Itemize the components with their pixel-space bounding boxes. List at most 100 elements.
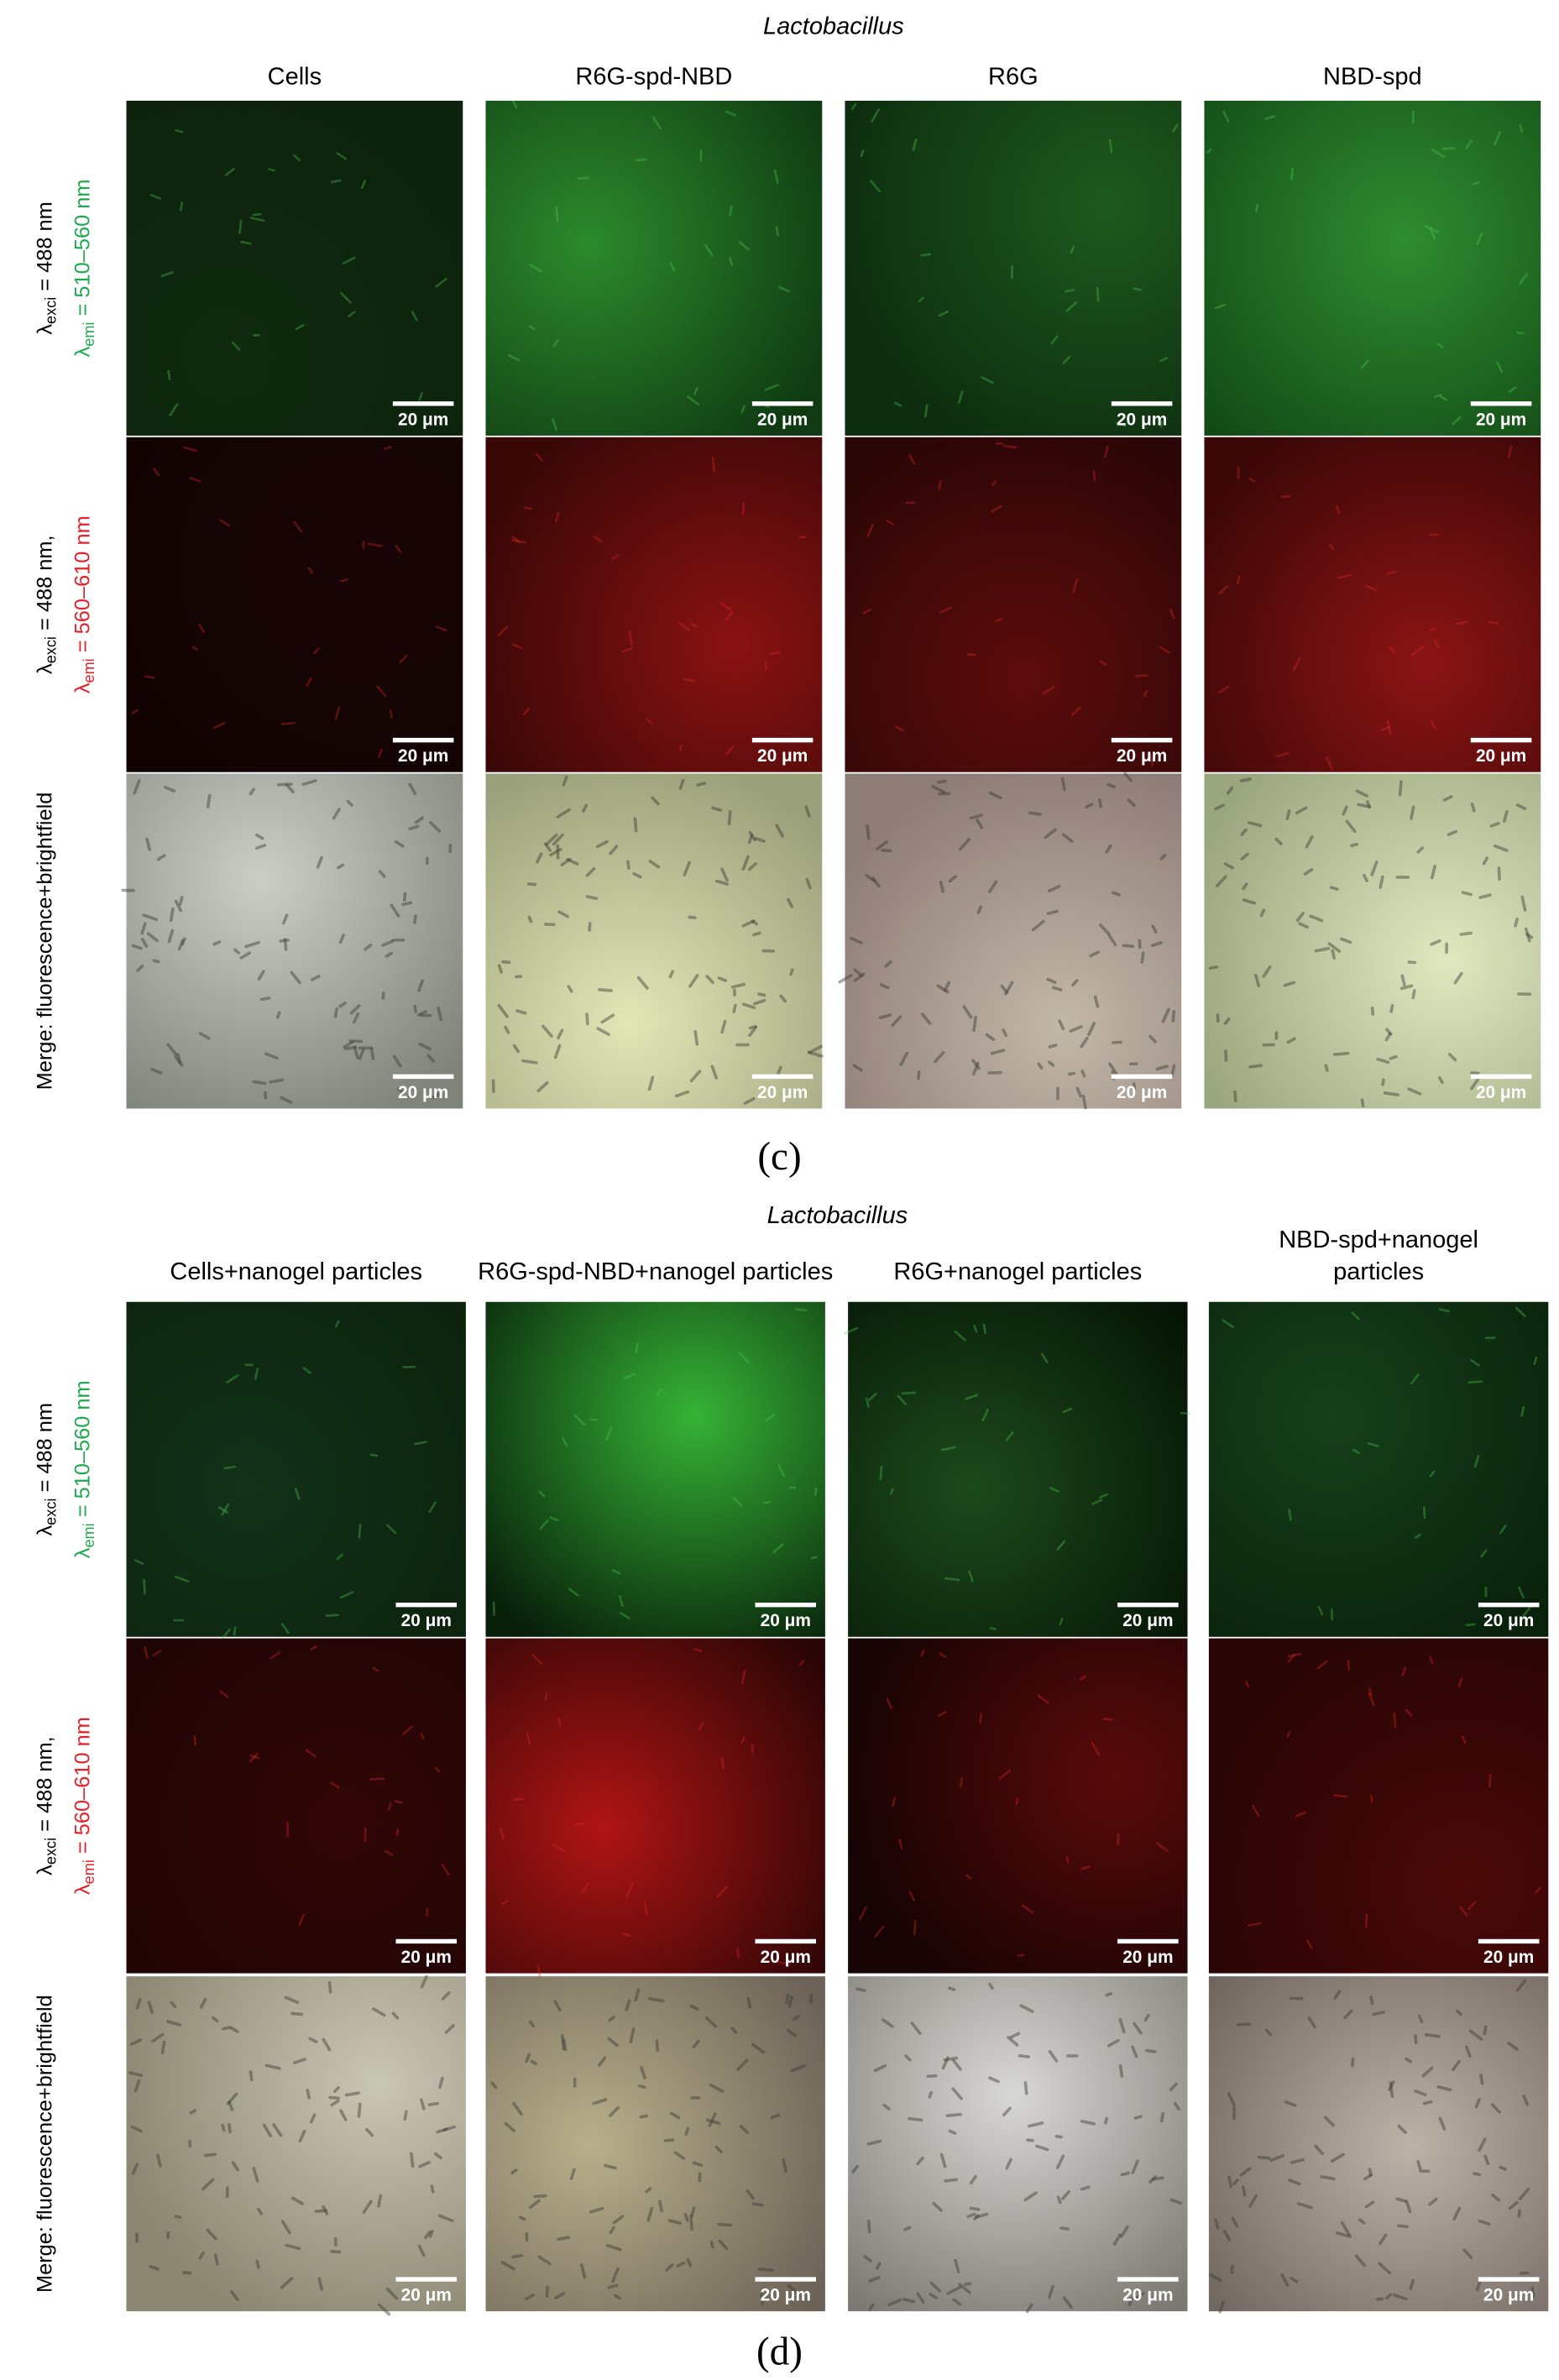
cell-texture — [316, 855, 323, 869]
cell-texture — [1429, 227, 1436, 239]
cell-texture — [1275, 751, 1290, 758]
cell-texture — [511, 539, 526, 544]
scale-bar-label: 20 μm — [1483, 1948, 1534, 1967]
cell-texture — [248, 2070, 254, 2082]
cell-texture — [916, 2156, 924, 2166]
cell-texture — [1430, 865, 1436, 880]
cell-texture — [969, 2206, 981, 2211]
cell-texture — [891, 1015, 902, 1028]
cell-texture — [1286, 1037, 1296, 1044]
cell-texture — [140, 938, 149, 949]
cell-texture — [1143, 690, 1148, 698]
column-header: Cells — [268, 63, 322, 90]
cell-texture — [388, 1802, 392, 1811]
cell-texture — [255, 833, 264, 840]
cell-texture — [1369, 1995, 1374, 2006]
cell-texture — [1329, 543, 1335, 551]
cell-texture — [334, 705, 341, 720]
cell-texture — [1407, 1087, 1422, 1096]
cell-texture — [310, 1645, 318, 1650]
cell-texture — [1248, 2194, 1258, 2208]
cell-texture — [1363, 2173, 1373, 2181]
column-header: NBD-spd+nanogel — [1279, 1227, 1478, 1253]
cell-texture — [1535, 1886, 1541, 1894]
cell-texture — [626, 860, 630, 870]
cell-texture — [787, 1996, 793, 2008]
cell-texture — [143, 1578, 146, 1595]
cell-texture — [332, 2086, 340, 2094]
cell-texture — [850, 102, 857, 110]
cell-texture — [1517, 1586, 1525, 1599]
cell-texture — [339, 1591, 354, 1599]
cell-texture — [692, 2039, 700, 2049]
cell-texture — [529, 263, 543, 273]
cell-texture — [770, 651, 781, 656]
cell-texture — [408, 824, 420, 831]
cell-texture — [1131, 2045, 1138, 2058]
cell-texture — [175, 128, 184, 133]
cell-texture — [131, 944, 143, 950]
cell-texture — [1206, 148, 1212, 154]
cell-texture — [917, 1070, 921, 1080]
cell-texture — [990, 1049, 1006, 1055]
cell-texture — [306, 677, 312, 688]
cell-texture — [1000, 984, 1009, 994]
cell-texture — [912, 138, 918, 151]
cell-texture — [1515, 803, 1527, 811]
scale-bar-label: 20 μm — [757, 410, 808, 429]
cell-texture — [886, 519, 894, 526]
cell-texture — [868, 2303, 875, 2311]
cell-texture — [636, 976, 649, 990]
cell-texture — [760, 2293, 765, 2306]
cell-texture — [383, 446, 392, 450]
cell-texture — [1325, 756, 1334, 771]
cell-texture — [884, 960, 892, 968]
cell-texture — [301, 779, 317, 787]
cell-texture — [647, 1075, 655, 1091]
cell-texture — [152, 1650, 161, 1657]
cell-texture — [1056, 2195, 1062, 2205]
cell-texture — [866, 2139, 882, 2146]
cell-texture — [317, 2277, 324, 2291]
cell-texture — [536, 1081, 549, 1093]
cell-texture — [537, 2255, 552, 2266]
cell-texture — [1247, 1922, 1262, 1928]
cell-texture — [778, 285, 790, 293]
cell-texture — [160, 271, 174, 278]
cell-texture — [429, 821, 442, 833]
cell-texture — [629, 2027, 636, 2043]
subscript: emi — [81, 1523, 97, 1547]
cell-texture — [667, 2219, 682, 2226]
row-label: λexci = 488 nm — [33, 1403, 59, 1535]
cell-texture — [1264, 2028, 1273, 2037]
cell-texture — [945, 2112, 962, 2117]
cell-texture — [381, 939, 394, 947]
cell-texture — [1461, 1735, 1467, 1744]
cell-texture — [628, 630, 633, 646]
cell-texture — [145, 837, 151, 851]
cell-texture — [720, 1756, 725, 1770]
cell-texture — [1002, 2106, 1012, 2117]
cell-texture — [1364, 2200, 1375, 2209]
cell-texture — [1458, 1906, 1468, 1917]
cell-texture — [526, 1732, 531, 1745]
cell-texture — [240, 240, 252, 245]
row-label-text: = 560–610 nm — [71, 1717, 94, 1860]
cell-texture — [528, 325, 536, 331]
cell-texture — [177, 939, 185, 951]
cell-texture — [515, 1009, 527, 1015]
cell-texture — [683, 677, 696, 683]
cell-texture — [729, 257, 734, 266]
cell-texture — [1347, 1660, 1351, 1671]
cell-texture — [160, 2040, 166, 2055]
cell-texture — [198, 1032, 211, 1040]
cell-texture — [609, 2226, 615, 2235]
cell-texture — [786, 2028, 798, 2037]
cell-texture — [212, 940, 222, 946]
cell-texture — [1062, 2296, 1073, 2309]
cell-texture — [1108, 1062, 1118, 1075]
cell-texture — [174, 1055, 184, 1067]
cell-texture — [689, 1070, 702, 1083]
cell-texture — [1241, 2185, 1247, 2197]
